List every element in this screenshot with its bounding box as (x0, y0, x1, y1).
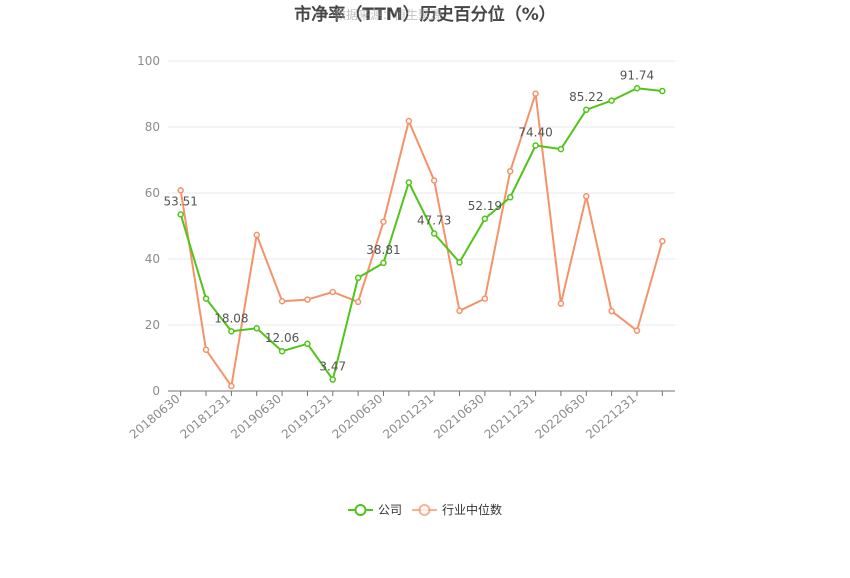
data-point-series-0[interactable] (278, 347, 286, 355)
data-label: 53.51 (163, 194, 197, 208)
x-tick-label: 20211231 (482, 392, 538, 442)
data-label: 38.81 (366, 243, 400, 257)
data-point-series-0[interactable] (380, 259, 387, 267)
data-point-series-0[interactable] (633, 85, 641, 92)
chart-title: 市净率（TTM）历史百分位（%） (294, 4, 556, 25)
data-point-series-1[interactable] (430, 177, 438, 184)
chart-watermark: 数据来源：恒生聚源 (334, 7, 442, 22)
data-point-series-1[interactable] (354, 298, 362, 306)
data-label: 47.73 (417, 213, 451, 227)
data-point-series-0[interactable] (532, 142, 539, 149)
x-tick-label: 20221231 (583, 392, 639, 442)
legend-label[interactable]: 公司 (378, 503, 402, 517)
data-point-series-0[interactable] (430, 230, 438, 237)
x-tick-label: 20191231 (279, 392, 335, 442)
data-point-series-1[interactable] (278, 297, 286, 305)
data-label: 85.22 (569, 90, 603, 104)
x-tick-label: 20190630 (228, 392, 284, 442)
x-tick-label: 20220630 (532, 392, 588, 442)
data-label-layer: 53.51 18.08 12.06 3.47 38.81 47.73 52.19 74.40 8… (163, 68, 654, 373)
data-label: 74.40 (518, 125, 552, 139)
y-tick-label: 60 (145, 186, 160, 200)
data-point-series-0[interactable] (253, 325, 260, 332)
data-point-series-1[interactable] (202, 346, 210, 353)
data-label: 3.47 (319, 360, 346, 374)
data-label: 52.19 (468, 199, 502, 213)
y-tick-label: 20 (145, 318, 160, 332)
data-point-series-1[interactable] (329, 288, 337, 296)
data-point-series-1[interactable] (557, 300, 565, 307)
series-line-0 (179, 87, 663, 381)
x-tick-label: 20200630 (330, 392, 386, 442)
data-point-series-1[interactable] (583, 193, 590, 200)
data-point-series-0[interactable] (329, 376, 337, 383)
data-point-series-0[interactable] (228, 328, 235, 335)
data-point-series-1[interactable] (228, 382, 235, 390)
data-point-series-0[interactable] (481, 215, 489, 223)
data-point-series-1[interactable] (405, 117, 413, 125)
data-point-series-1[interactable] (177, 187, 184, 194)
data-point-series-0[interactable] (405, 179, 413, 186)
data-point-series-1[interactable] (456, 307, 463, 315)
data-point-series-1[interactable] (608, 307, 615, 315)
data-label: 12.06 (265, 331, 299, 345)
axis-layer: 0 20 40 60 80 100 2018063020181231201906302019… (127, 54, 675, 442)
y-tick-label: 100 (137, 54, 160, 68)
data-point-series-1[interactable] (481, 295, 489, 302)
data-point-series-0[interactable] (354, 274, 362, 282)
x-tick-label: 20181231 (178, 392, 234, 442)
y-tick-label: 40 (145, 252, 160, 266)
data-point-series-1[interactable] (659, 237, 666, 245)
data-point-series-0[interactable] (608, 97, 615, 104)
y-tick-label: 80 (145, 120, 160, 134)
series-layer (177, 85, 666, 390)
legend-label[interactable]: 行业中位数 (442, 502, 502, 517)
data-point-series-0[interactable] (506, 194, 514, 201)
data-point-series-0[interactable] (583, 106, 590, 114)
data-point-series-1[interactable] (633, 327, 641, 334)
data-point-series-1[interactable] (304, 296, 311, 303)
data-point-series-0[interactable] (659, 87, 666, 95)
data-point-series-0[interactable] (456, 259, 463, 266)
data-point-series-0[interactable] (177, 211, 184, 218)
x-tick-label: 20180630 (127, 392, 183, 442)
legend[interactable]: 公司 行业中位数 (348, 502, 502, 517)
x-tick-label: 20210630 (431, 392, 487, 442)
data-point-series-0[interactable] (557, 145, 565, 153)
y-tick-label: 0 (152, 384, 160, 398)
grid-layer (168, 60, 675, 326)
legend-swatch-marker[interactable] (418, 504, 431, 516)
data-label: 18.08 (214, 311, 248, 325)
data-point-series-1[interactable] (380, 218, 387, 225)
data-point-series-1[interactable] (532, 90, 539, 97)
data-label: 91.74 (620, 68, 654, 82)
x-tick-label: 20201231 (380, 392, 436, 442)
data-point-series-1[interactable] (506, 167, 514, 175)
data-point-series-1[interactable] (253, 231, 260, 239)
data-point-series-0[interactable] (202, 295, 210, 302)
data-point-series-0[interactable] (304, 340, 311, 348)
series-line-1 (179, 92, 664, 388)
legend-swatch-marker[interactable] (354, 504, 367, 516)
